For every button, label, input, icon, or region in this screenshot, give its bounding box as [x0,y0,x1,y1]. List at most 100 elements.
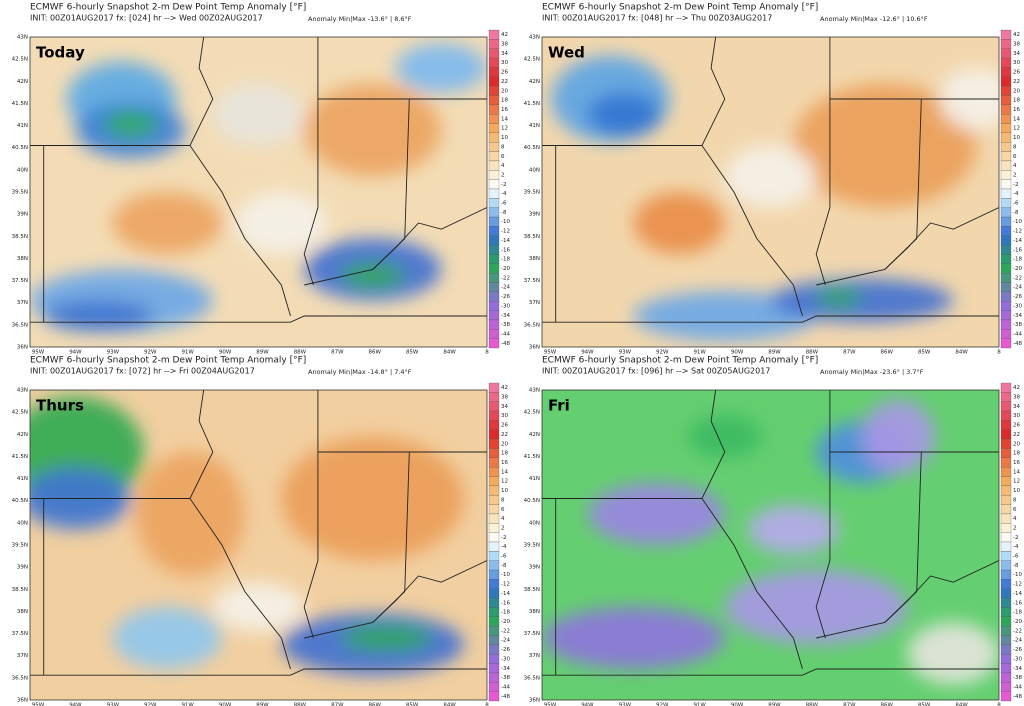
anomaly-blob [112,192,222,254]
colorbar-segment [1000,76,1012,87]
colorbar-label: -44 [1013,684,1022,690]
colorbar-label: 22 [1013,432,1020,438]
colorbar-label: -44 [501,684,510,690]
colorbar-label: -12 [1013,229,1022,235]
colorbar-label: 30 [1013,60,1020,66]
colorbar-label: -44 [501,331,510,337]
colorbar-segment [1000,114,1012,124]
colorbar-segment [1000,457,1012,468]
colorbar-label: -18 [501,610,510,616]
colorbar-segment [1000,310,1012,321]
lat-label: 38.5N [524,234,540,240]
colorbar-segment [1000,48,1012,59]
anomaly-blob [861,399,936,474]
colorbar-segment [1000,420,1012,430]
colorbar-label: -34 [1013,666,1022,672]
lon-label: 92W [144,350,157,356]
colorbar-segment [488,188,500,199]
lon-label: 86W [369,703,382,706]
state-border [303,37,319,286]
colorbar-label: 8 [501,497,505,503]
anomaly-field [30,396,465,676]
colorbar-label: -48 [501,694,510,700]
anomaly-range: Anomaly Min|Max -13.6° | 8.6°F [308,15,412,23]
lon-label: 90W [731,350,744,356]
lon-label: 87W [843,350,856,356]
colorbar-label: -30 [1013,303,1022,309]
colorbar-label: 2 [1013,525,1017,531]
colorbar-label: -16 [1013,247,1022,253]
colorbar-segment [1000,495,1012,505]
colorbar-label: 34 [1013,404,1020,410]
colorbar-segment [488,310,500,321]
colorbar-label: 16 [1013,107,1020,113]
panel-init: INIT: 00Z01AUG2017 fx: [072] hr --> Fri … [30,367,255,376]
colorbar-segment [488,76,500,87]
colorbar-segment [488,541,500,552]
lon-label: 87W [331,703,344,706]
lat-label: 37N [17,300,28,306]
colorbar-label: -38 [1013,322,1022,328]
colorbar-label: 6 [501,154,505,160]
colorbar-label: 10 [501,135,508,141]
colorbar-segment [1000,541,1012,552]
colorbar-segment [1000,476,1012,487]
colorbar-segment [1000,235,1012,246]
colorbar-label: -10 [1013,219,1022,225]
colorbar-segment [488,513,500,524]
lon-label: 93W [107,703,120,706]
colorbar-segment [488,85,500,96]
anomaly-range: Anomaly Min|Max -12.6° | 10.6°F [820,15,928,23]
anomaly-blob [587,92,661,137]
colorbar-segment [488,401,500,412]
colorbar-segment [488,495,500,505]
colorbar-segment [488,39,500,49]
colorbar-label: -24 [1013,285,1022,291]
anomaly-blob [340,625,433,651]
colorbar-segment [488,635,500,646]
colorbar-segment [488,588,500,599]
colorbar-segment [1000,329,1012,339]
lat-label: 37.5N [12,631,28,637]
colorbar-label: 30 [501,413,508,419]
colorbar-label: -18 [1013,257,1022,263]
colorbar-label: 34 [1013,51,1020,57]
colorbar-segment [488,607,500,617]
colorbar-label: 12 [1013,126,1020,132]
colorbar-label: -30 [501,303,510,309]
colorbar-segment [1000,57,1012,68]
lat-label: 40N [17,167,28,173]
colorbar-label: 12 [501,479,508,485]
lat-label: 38N [529,256,540,262]
colorbar-segment [488,682,500,692]
colorbar-segment [488,579,500,589]
lat-label: 36N [529,345,540,351]
colorbar-label: -22 [1013,628,1022,634]
lat-label: 42.5N [524,57,540,63]
colorbar-segment [1000,142,1012,152]
lon-label: 93W [619,350,632,356]
lat-label: 36N [529,698,540,704]
colorbar-segment [488,170,500,180]
lon-label: 92W [656,350,669,356]
state-border [701,390,803,670]
colorbar-label: -26 [501,294,510,300]
colorbar-label: 12 [501,126,508,132]
colorbar-segment [1000,504,1012,515]
colorbar-label: 4 [1013,163,1017,169]
colorbar-label: -30 [501,656,510,662]
colorbar-label: -38 [501,322,510,328]
colorbar-segment [1000,401,1012,412]
lat-label: 38.5N [12,234,28,240]
colorbar-label: -22 [501,628,510,634]
colorbar-segment [488,597,500,608]
lon-label: 88W [806,350,819,356]
lat-label: 39.5N [524,190,540,196]
colorbar-segment [1000,663,1012,674]
anomaly-field [30,43,487,332]
lon-label: 89W [768,350,781,356]
colorbar-segment [1000,301,1012,311]
colorbar-segment [1000,273,1012,283]
colorbar-segment [1000,410,1012,421]
colorbar-label: 20 [501,88,508,94]
